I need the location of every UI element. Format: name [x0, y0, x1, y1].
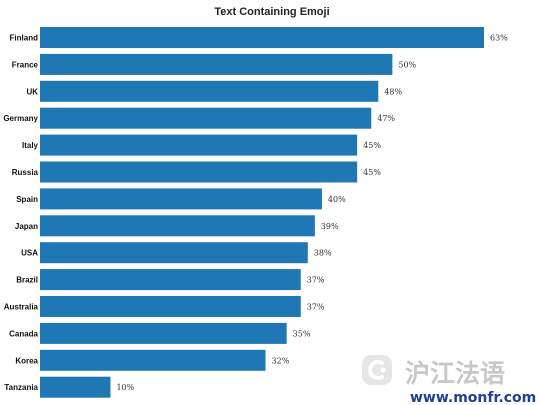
bar-0 — [40, 27, 484, 48]
bar-11 — [40, 322, 287, 344]
category-label-5: Russia — [12, 168, 39, 177]
value-label-6: 40% — [328, 195, 346, 204]
category-label-7: Japan — [15, 222, 38, 231]
value-label-4: 45% — [363, 141, 381, 150]
bar-8 — [40, 242, 308, 264]
value-label-11: 35% — [293, 329, 311, 338]
bar-13 — [40, 376, 111, 398]
chart-title: Text Containing Emoji — [214, 6, 329, 18]
category-label-13: Tanzania — [4, 383, 38, 392]
category-label-2: UK — [26, 87, 38, 96]
category-label-11: Canada — [9, 329, 38, 338]
watermark-brand: 沪江法语 — [405, 359, 505, 388]
value-label-3: 47% — [377, 114, 395, 123]
value-label-8: 38% — [314, 249, 332, 258]
value-label-9: 37% — [307, 276, 325, 285]
value-label-1: 50% — [398, 60, 416, 69]
bar-7 — [40, 215, 315, 237]
value-label-7: 39% — [321, 222, 339, 231]
value-label-13: 10% — [116, 383, 134, 392]
value-label-5: 45% — [363, 168, 381, 177]
watermark-logo-icon — [362, 355, 392, 385]
bar-3 — [40, 107, 372, 129]
value-label-12: 32% — [272, 356, 290, 365]
category-label-10: Australia — [4, 303, 39, 312]
value-label-0: 63% — [490, 34, 508, 43]
category-label-0: Finland — [10, 34, 39, 43]
category-label-3: Germany — [3, 114, 38, 123]
category-label-9: Brazil — [16, 276, 38, 285]
bar-2 — [40, 80, 379, 102]
bar-9 — [40, 269, 301, 291]
category-label-8: USA — [21, 249, 38, 258]
category-label-12: Korea — [15, 356, 38, 365]
category-label-4: Italy — [22, 141, 39, 150]
bars-group: Finland 63% France 50% UK 48% Germany 47% Italy 4… — [3, 27, 508, 398]
watermark: 沪江法语 www.monfr.com — [362, 355, 536, 405]
bar-5 — [40, 161, 358, 183]
category-label-1: France — [12, 60, 39, 69]
value-label-2: 48% — [384, 87, 402, 96]
value-label-10: 37% — [307, 303, 325, 312]
bar-1 — [40, 53, 393, 75]
bar-4 — [40, 134, 358, 156]
watermark-url: www.monfr.com — [410, 390, 536, 405]
bar-12 — [40, 349, 266, 371]
category-label-6: Spain — [16, 195, 38, 204]
bar-10 — [40, 296, 301, 317]
bar-6 — [40, 188, 322, 210]
